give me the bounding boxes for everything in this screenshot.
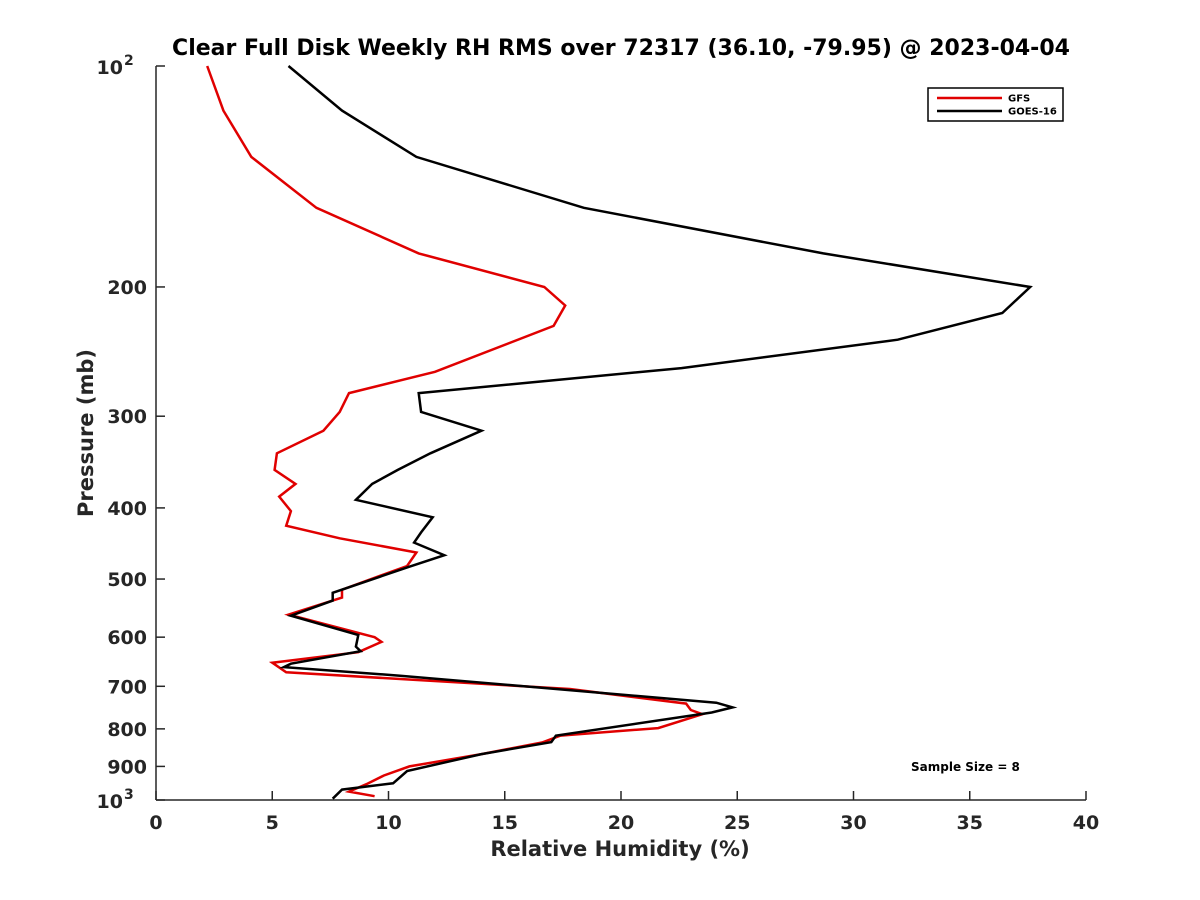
x-tick-label: 15 (492, 812, 518, 834)
y-tick-label: 500 (107, 569, 147, 591)
x-tick-label: 10 (375, 812, 401, 834)
y-tick-label: 600 (107, 627, 147, 649)
data-series (206, 65, 1033, 800)
y-axis-label: Pressure (mb) (74, 349, 98, 517)
x-tick-label: 25 (724, 812, 750, 834)
y-tick-label: 10 (97, 57, 123, 79)
x-tick-label: 5 (266, 812, 279, 834)
y-tick-label: 800 (107, 719, 147, 741)
x-tick-label: 20 (608, 812, 634, 834)
x-tick-label: 0 (149, 812, 162, 834)
legend-goes-label: GOES-16 (1008, 107, 1057, 118)
legend: GFS GOES-16 (927, 87, 1064, 122)
legend-gfs-label: GFS (1008, 94, 1030, 105)
x-tick-label: 30 (840, 812, 866, 834)
legend-box (927, 87, 1064, 122)
x-tick-label: 35 (957, 812, 983, 834)
y-tick-exponent: 3 (124, 787, 134, 803)
sample-size-annotation: Sample Size = 8 (911, 760, 1020, 774)
y-tick-label: 200 (107, 277, 147, 299)
y-tick-label: 900 (107, 756, 147, 778)
chart-title: Clear Full Disk Weekly RH RMS over 72317… (172, 36, 1070, 61)
y-tick-label: 700 (107, 676, 147, 698)
y-tick-label: 400 (107, 498, 147, 520)
series-line-goes-16 (279, 65, 1033, 800)
x-tick-label: 40 (1073, 812, 1099, 834)
y-tick-exponent: 2 (124, 53, 134, 69)
x-axis-label: Relative Humidity (%) (490, 837, 749, 861)
y-tick-label: 300 (107, 406, 147, 428)
y-tick-label: 10 (97, 791, 123, 813)
